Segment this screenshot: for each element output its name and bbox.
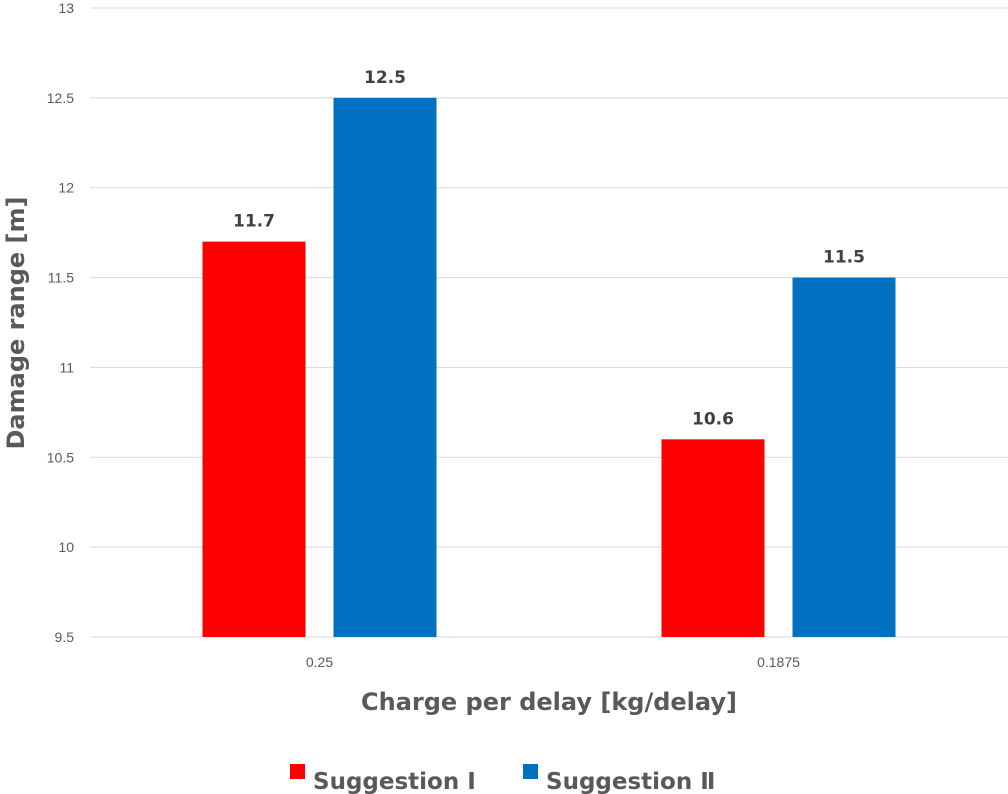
x-tick-label: 0.25 — [306, 654, 333, 670]
y-tick-label: 12.5 — [47, 90, 74, 106]
data-label: 12.5 — [364, 68, 406, 88]
bar-2-1 — [333, 97, 437, 638]
data-label: 10.6 — [692, 409, 734, 429]
data-label: 11.7 — [233, 212, 275, 232]
x-axis-title: Charge per delay [kg/delay] — [361, 688, 737, 716]
y-axis-title: Damage range [m] — [2, 196, 30, 449]
legend-swatch-suggestion-1 — [290, 764, 305, 779]
x-axis-ticks: 0.25 0.1875 — [306, 654, 800, 670]
bar-1-1 — [202, 241, 306, 637]
data-labels: 11.7 12.5 10.6 11.5 — [233, 68, 865, 429]
legend: Suggestion Ⅰ Suggestion Ⅱ — [290, 764, 715, 794]
y-tick-label: 9.5 — [55, 629, 75, 645]
bar-1-2 — [661, 439, 765, 637]
bars — [202, 97, 896, 638]
y-tick-label: 12 — [58, 180, 74, 196]
y-tick-label: 13 — [58, 0, 74, 16]
data-label: 11.5 — [823, 248, 865, 268]
y-tick-label: 10 — [58, 539, 74, 555]
bar-2-2 — [792, 277, 896, 637]
y-tick-label: 10.5 — [47, 449, 74, 465]
y-axis-ticks: 9.5 10 10.5 11 11.5 12 12.5 13 — [47, 0, 74, 645]
y-tick-label: 11 — [59, 359, 74, 375]
legend-label-suggestion-2: Suggestion Ⅱ — [546, 769, 715, 794]
y-tick-label: 11.5 — [48, 270, 74, 286]
legend-swatch-suggestion-2 — [523, 764, 538, 779]
legend-label-suggestion-1: Suggestion Ⅰ — [313, 769, 476, 794]
x-tick-label: 0.1875 — [757, 654, 800, 670]
